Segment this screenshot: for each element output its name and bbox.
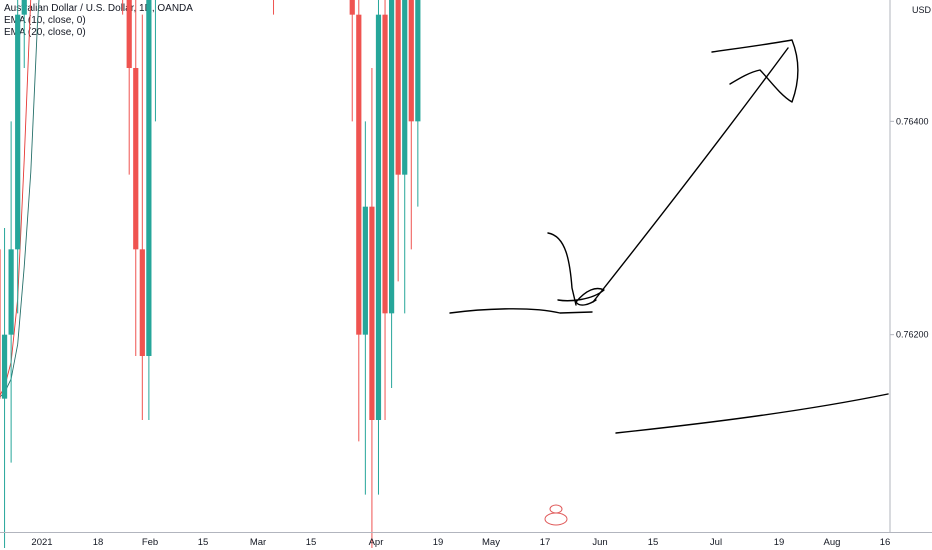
legend-ema20: EMA (20, close, 0) — [4, 27, 86, 38]
x-tick-label: 17 — [540, 537, 551, 548]
candle-body — [8, 249, 14, 335]
ema10-line — [0, 0, 32, 397]
hand-drawn-arrow-head — [711, 39, 799, 103]
x-tick-label: 2021 — [31, 537, 52, 548]
x-tick-label: Jul — [710, 537, 722, 548]
candle-body — [389, 0, 395, 314]
x-tick-label: 15 — [198, 537, 209, 548]
candle-body — [362, 206, 368, 335]
candle-body — [382, 14, 388, 314]
x-tick-label: Apr — [369, 537, 384, 548]
candle-body — [408, 0, 414, 122]
x-tick-label: 15 — [306, 537, 317, 548]
hand-drawn-pullback — [547, 232, 577, 306]
x-tick-label: 18 — [93, 537, 104, 548]
hand-drawn-loop — [557, 287, 605, 306]
ema20-line — [0, 0, 40, 398]
x-tick-label: May — [482, 537, 500, 548]
x-tick-label: Jun — [592, 537, 607, 548]
stamp-icon-top — [549, 504, 563, 514]
candle-body — [126, 0, 132, 69]
hand-drawn-arrow-shaft — [592, 47, 789, 303]
candle-body — [402, 0, 408, 175]
candle-body — [139, 249, 145, 357]
x-tick-label: Aug — [824, 537, 841, 548]
x-tick-label: 15 — [648, 537, 659, 548]
hand-drawings — [449, 39, 889, 526]
y-tick-label: 0.76200 — [896, 330, 929, 340]
candle-body — [21, 0, 27, 15]
candle-body — [15, 14, 21, 250]
candle-body — [1, 334, 8, 399]
candle-body — [369, 206, 375, 421]
hand-drawn-trendline — [615, 393, 889, 434]
legend-title: Australian Dollar / U.S. Dollar, 1D, OAN… — [4, 3, 193, 14]
x-tick-label: 19 — [433, 537, 444, 548]
currency-label: USD — [912, 5, 932, 15]
legend-ema10: EMA (10, close, 0) — [4, 15, 86, 26]
x-tick-label: 19 — [774, 537, 785, 548]
y-tick-label: 0.76400 — [896, 116, 929, 126]
chart-legend: Australian Dollar / U.S. Dollar, 1D, OAN… — [4, 3, 193, 39]
candle-body — [375, 14, 382, 421]
candle-body — [349, 0, 355, 15]
candle-body — [133, 68, 139, 250]
candle-body — [415, 0, 421, 122]
x-tick-label: Feb — [142, 537, 158, 548]
price-axis: 0.808000.806000.804000.802000.800000.798… — [889, 0, 932, 550]
stamp-icon — [544, 512, 568, 526]
ema-lines — [0, 0, 40, 398]
candles — [0, 0, 421, 548]
hand-drawn-resistance — [449, 308, 593, 314]
candle-body — [356, 14, 362, 335]
x-tick-label: Mar — [250, 537, 266, 548]
candle-body — [395, 0, 401, 175]
candle-body — [146, 0, 152, 357]
x-tick-label: 16 — [880, 537, 891, 548]
time-axis: 2021 18 Feb 15 Mar 15 Apr 19 May 17 Jun 15 Jul 19 Aug 1… — [0, 532, 932, 548]
candle-body — [0, 249, 1, 399]
price-axis-bg — [890, 0, 932, 550]
